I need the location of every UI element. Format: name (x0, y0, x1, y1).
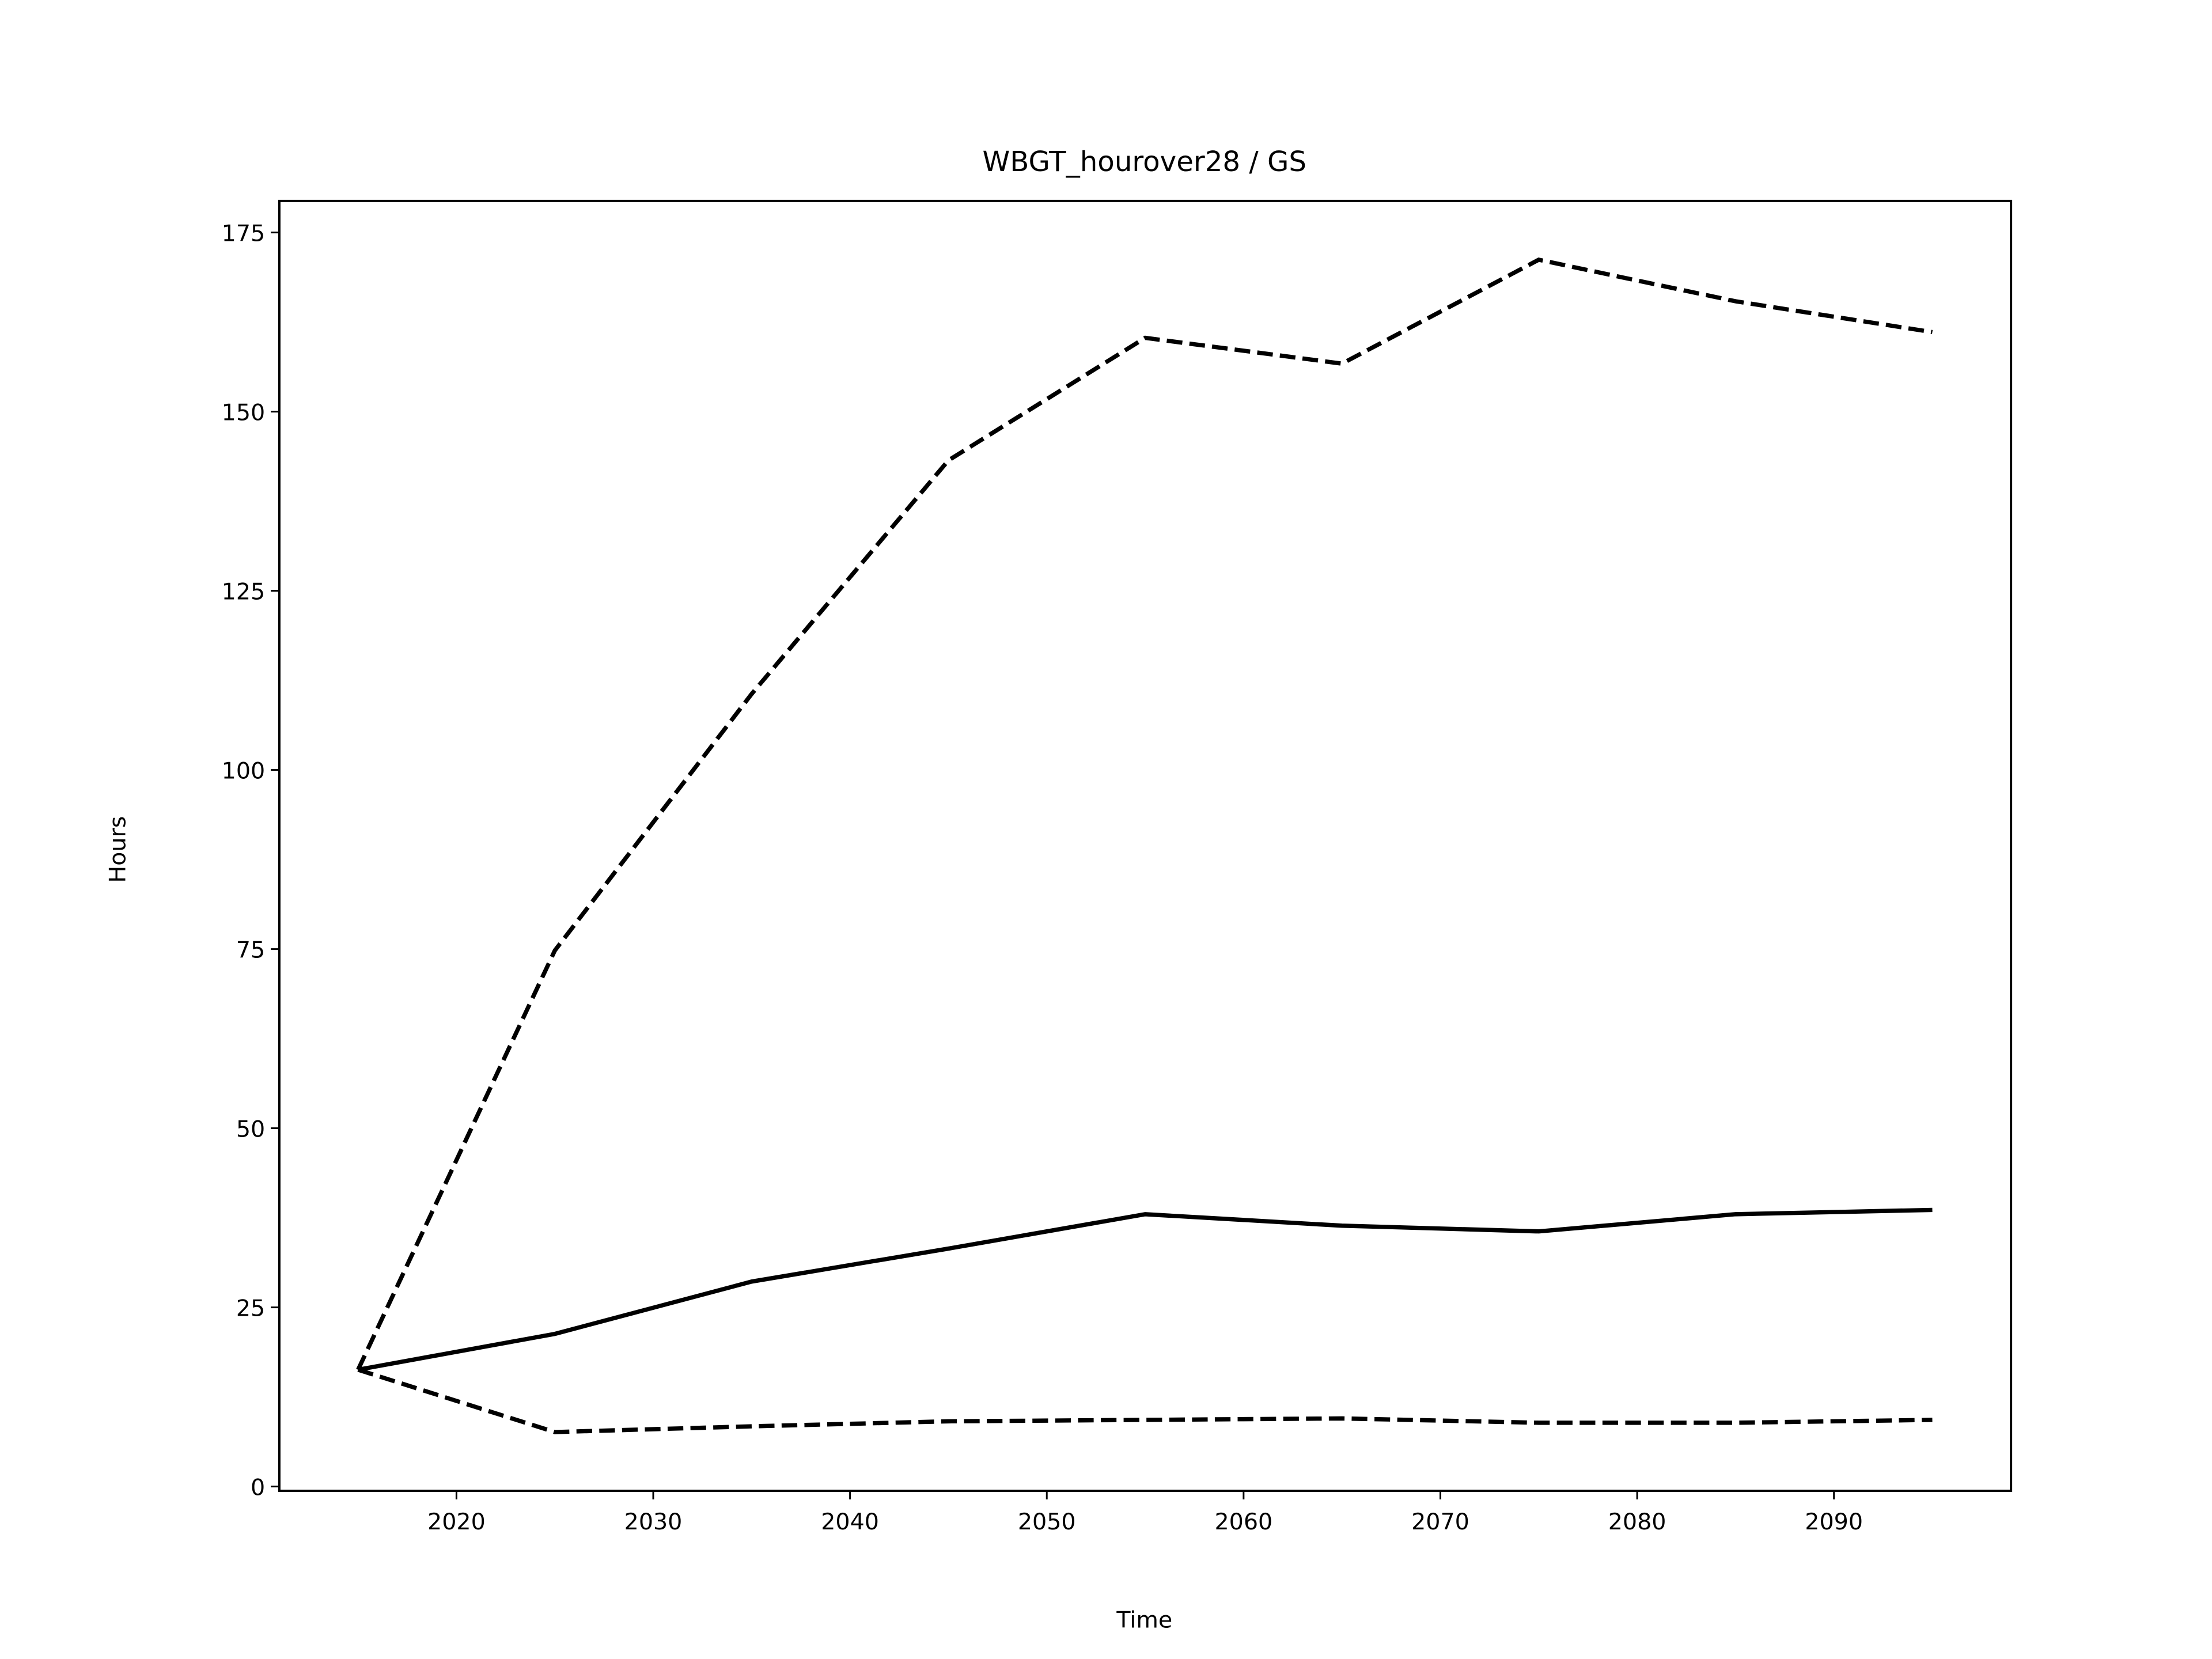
x-axis-label: Time (1116, 1607, 1172, 1634)
y-axis-label: Hours (105, 816, 131, 883)
y-tick-label: 150 (222, 399, 266, 426)
line-series (356, 257, 1933, 1371)
chart-title: WBGT_hourover28 / GS (983, 146, 1306, 178)
y-tick-label: 125 (222, 578, 266, 605)
x-tick-label: 2090 (1805, 1509, 1863, 1535)
x-tick-label: 2060 (1214, 1509, 1272, 1535)
line-series (357, 1207, 1933, 1372)
y-tick-label: 75 (236, 937, 265, 963)
x-tick-label: 2030 (624, 1509, 683, 1535)
x-tick-label: 2080 (1608, 1509, 1666, 1535)
y-tick-label: 175 (222, 220, 266, 247)
plot-frame (278, 199, 2013, 1493)
x-tick-label: 2040 (821, 1509, 879, 1535)
y-tick-label: 100 (222, 757, 266, 784)
y-tick-label: 25 (236, 1295, 265, 1321)
y-tick-label: 0 (251, 1474, 265, 1501)
y-tick-label: 50 (236, 1116, 265, 1142)
x-tick-label: 2020 (427, 1509, 486, 1535)
x-tick-label: 2050 (1018, 1509, 1076, 1535)
x-tick-label: 2070 (1411, 1509, 1469, 1535)
